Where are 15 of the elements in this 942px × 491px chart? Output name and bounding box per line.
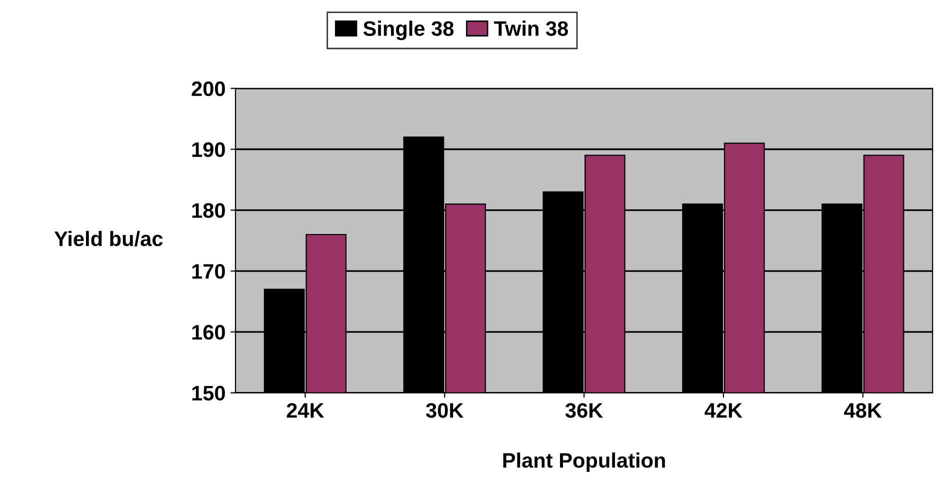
y-tick-label: 150 xyxy=(192,386,225,401)
x-tick-label: 36K xyxy=(565,403,603,418)
x-tick-label: 48K xyxy=(844,403,882,418)
x-tick-label: 30K xyxy=(426,403,464,418)
y-tick-label: 180 xyxy=(192,203,225,218)
y-axis-title: Yield bu/ac xyxy=(54,230,163,246)
legend-label: Twin 38 xyxy=(494,20,568,36)
y-tick-label: 170 xyxy=(192,264,225,279)
x-axis-title: Plant Population xyxy=(503,452,665,472)
x-tick-label: 24K xyxy=(286,403,324,418)
legend-label: Single 38 xyxy=(363,20,454,40)
y-tick-label: 200 xyxy=(192,81,225,96)
x-tick-label: 42K xyxy=(704,403,742,418)
y-tick-label: 190 xyxy=(192,142,225,158)
y-tick-label: 160 xyxy=(192,324,225,340)
